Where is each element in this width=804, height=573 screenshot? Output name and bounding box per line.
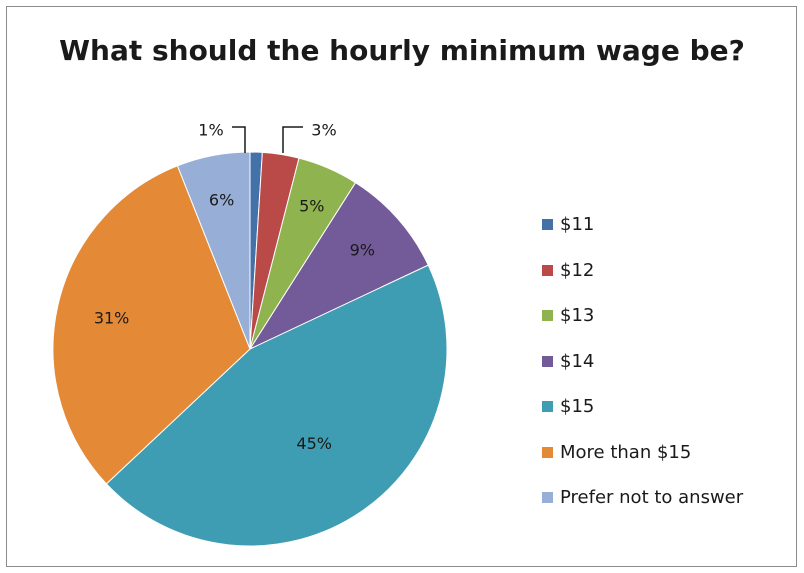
legend-label: $13	[560, 305, 595, 327]
legend-label: $11	[560, 214, 595, 236]
pie-data-labels: 1% 3% 5% 9% 45% 31% 6%	[94, 121, 375, 454]
legend-swatch	[542, 492, 553, 504]
pie-slice-more-than-15	[52, 165, 251, 485]
legend-swatch	[542, 264, 553, 276]
pie-slice-15	[105, 264, 448, 547]
legend-item-13: $13	[542, 293, 743, 339]
legend-swatch	[542, 219, 553, 231]
legend-item-12: $12	[542, 248, 743, 294]
data-label-12: 3%	[311, 121, 336, 140]
legend-swatch	[542, 355, 553, 367]
data-label-13: 5%	[299, 197, 324, 216]
chart-title: What should the hourly minimum wage be?	[59, 34, 745, 67]
pie-slice-14	[248, 181, 429, 351]
legend-item-11: $11	[542, 202, 743, 248]
data-label-14: 9%	[350, 241, 375, 260]
legend-label: $12	[560, 259, 595, 281]
legend-label: $15	[560, 396, 595, 418]
chart-legend: $11 $12 $13 $14 $15 More than $15 Prefer not t…	[542, 202, 743, 521]
legend-swatch	[542, 446, 553, 458]
legend-label: More than $15	[560, 441, 692, 463]
data-label-11: 1%	[198, 121, 223, 140]
data-label-more-than-15: 31%	[94, 309, 130, 328]
legend-item-more-than-15: More than $15	[542, 430, 743, 476]
label-leader-lines	[232, 126, 303, 153]
leader-line-11	[232, 126, 246, 153]
data-label-prefer-not-to-answer: 6%	[209, 191, 234, 210]
legend-swatch	[542, 310, 553, 322]
legend-label: $14	[560, 350, 595, 372]
data-label-15: 45%	[296, 434, 332, 453]
legend-swatch	[542, 401, 553, 413]
pie-slice-prefer-not-to-answer	[176, 151, 251, 350]
legend-label: Prefer not to answer	[560, 487, 744, 509]
legend-item-prefer-not-to-answer: Prefer not to answer	[542, 475, 743, 521]
legend-item-14: $14	[542, 339, 743, 385]
legend-item-15: $15	[542, 384, 743, 430]
pie-slices	[52, 151, 448, 547]
leader-line-12	[282, 126, 303, 153]
